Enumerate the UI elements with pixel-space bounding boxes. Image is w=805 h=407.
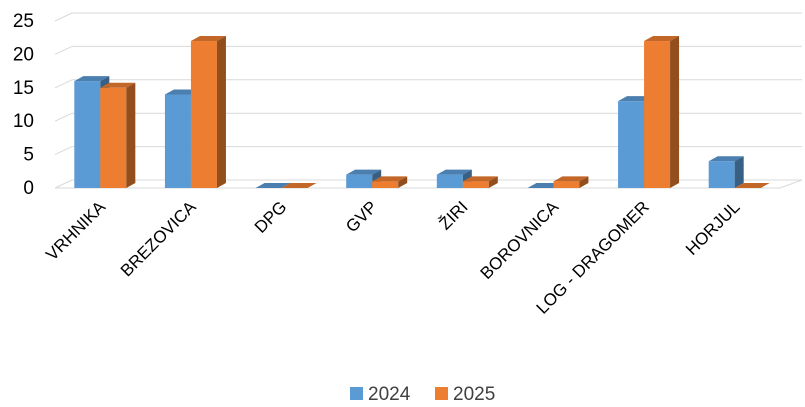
legend: 2024 2025	[350, 384, 495, 405]
bar-side	[216, 36, 226, 188]
gridline-side	[54, 45, 73, 55]
bar-2024-7	[708, 156, 744, 188]
bar-2025-6	[644, 36, 680, 188]
gridline-side	[54, 146, 73, 156]
y-tick-label: 0	[23, 178, 34, 199]
legend-swatch	[435, 387, 448, 400]
bar-top	[436, 169, 472, 175]
bar-2025-7	[734, 183, 770, 188]
y-tick-label: 25	[13, 11, 34, 32]
bar-top	[346, 169, 382, 175]
x-tick-label: ŽIRI	[436, 197, 472, 233]
bar-2025-4	[462, 176, 498, 188]
bar-top	[372, 176, 408, 182]
bar-side	[734, 156, 744, 188]
bar-side	[670, 36, 680, 188]
y-tick-label: 15	[13, 78, 34, 99]
x-tick-label: BOROVNICA	[477, 197, 563, 283]
bar-front	[644, 41, 671, 188]
bars	[74, 36, 770, 188]
x-tick-label: HORJUL	[682, 197, 744, 259]
gridline-side	[54, 179, 73, 189]
legend-swatch	[350, 387, 363, 400]
legend-item-2024: 2024	[350, 384, 411, 405]
bar-front	[708, 161, 735, 188]
y-tick-label: 10	[13, 111, 34, 132]
bar-2025-3	[372, 176, 408, 188]
bar-top	[708, 156, 744, 162]
bar-front	[436, 174, 463, 188]
bar-top	[190, 36, 226, 42]
bar-front	[618, 101, 645, 188]
gridline-side	[54, 79, 73, 89]
gridline-side	[54, 12, 73, 22]
bar-front	[346, 174, 373, 188]
x-tick-label: BREZOVICA	[117, 197, 200, 280]
bar-front	[100, 87, 127, 188]
y-tick-label: 20	[13, 44, 34, 65]
bar-side	[488, 176, 498, 188]
bar-top	[734, 183, 770, 188]
bar-top	[553, 176, 589, 182]
bar-2025-0	[100, 82, 136, 188]
bar-front	[553, 181, 580, 188]
bar-2024-2	[255, 183, 291, 188]
bar-2025-5	[553, 176, 589, 188]
bar-2025-2	[281, 183, 317, 188]
bar-front	[372, 181, 399, 188]
bar-front	[462, 181, 489, 188]
gridline-side	[54, 112, 73, 122]
bar-front	[164, 94, 191, 188]
bar-top	[255, 183, 291, 188]
bar-top	[100, 82, 136, 88]
x-tick-label: VRHNIKA	[42, 197, 109, 264]
bar-top	[74, 76, 110, 82]
legend-label: 2025	[453, 384, 495, 405]
bar-side	[579, 176, 589, 188]
bar-top	[644, 36, 680, 42]
x-tick-label: DPG	[251, 197, 290, 236]
bar-top	[462, 176, 498, 182]
bar-front	[74, 81, 101, 188]
bar-side	[126, 82, 136, 188]
bar-top	[281, 183, 317, 188]
floor-right-edge	[779, 179, 803, 189]
y-axis-ticks: 0 5 10 15 20 25	[13, 11, 34, 199]
legend-label: 2024	[368, 384, 411, 405]
bar-front	[190, 41, 217, 188]
legend-item-2025: 2025	[435, 384, 495, 405]
bar-2025-1	[190, 36, 226, 188]
bar-side	[398, 176, 408, 188]
y-tick-label: 5	[23, 145, 34, 166]
x-tick-label: GVP	[342, 197, 381, 236]
